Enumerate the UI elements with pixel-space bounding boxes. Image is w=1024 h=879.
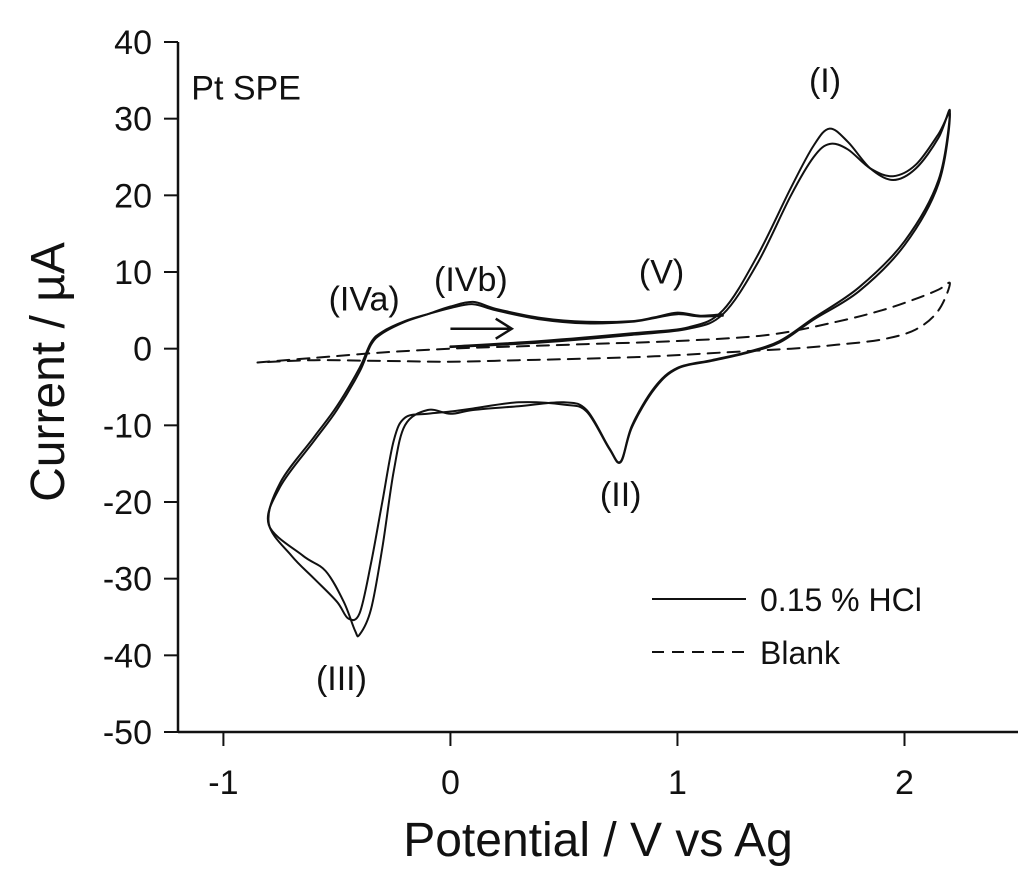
- y-tick-label: 20: [114, 177, 152, 215]
- series-group: [256, 108, 951, 638]
- blank-curve-cycle-1: [256, 281, 951, 364]
- y-tick-label: 30: [114, 101, 152, 139]
- y-tick-label: 40: [114, 24, 152, 62]
- legend: 0.15 % HCl Blank: [652, 582, 922, 671]
- legend-label-blank: Blank: [760, 635, 841, 671]
- y-tick-label: -10: [103, 407, 152, 445]
- x-tick-label: 1: [668, 764, 687, 802]
- peak-annotation: (III): [316, 660, 367, 698]
- x-axis-title: Potential / V vs Ag: [403, 814, 793, 867]
- y-tick-label: -30: [103, 561, 152, 599]
- y-tick-label: 10: [114, 254, 152, 292]
- x-tick-label: 0: [441, 764, 460, 802]
- y-tick-label: 0: [133, 331, 152, 369]
- peak-annotation: (I): [809, 62, 841, 100]
- peak-annotation: (II): [600, 476, 642, 514]
- peak-annotation: (IVb): [434, 261, 508, 299]
- arrow-head-icon: [495, 317, 515, 340]
- y-tick-label: -40: [103, 637, 152, 675]
- peak-annotation: (V): [639, 254, 684, 292]
- x-tick-label: 2: [895, 764, 914, 802]
- y-tick-label: -20: [103, 484, 152, 522]
- y-tick-label: -50: [103, 714, 152, 752]
- peak-annotation: Pt SPE: [191, 70, 301, 108]
- y-axis-title: Current / µA: [22, 242, 75, 502]
- x-tick-label: -1: [208, 764, 238, 802]
- peak-annotation: (IVa): [329, 280, 400, 318]
- hcl-curve-cycle-1: [266, 108, 951, 638]
- annotations: Pt SPE (I) (II) (III) (IVa) (IVb) (V): [191, 62, 841, 698]
- hcl-curve-cycle-2: [267, 111, 951, 622]
- legend-label-hcl: 0.15 % HCl: [760, 582, 922, 618]
